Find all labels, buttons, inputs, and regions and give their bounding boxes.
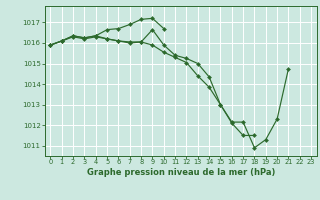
- X-axis label: Graphe pression niveau de la mer (hPa): Graphe pression niveau de la mer (hPa): [87, 168, 275, 177]
